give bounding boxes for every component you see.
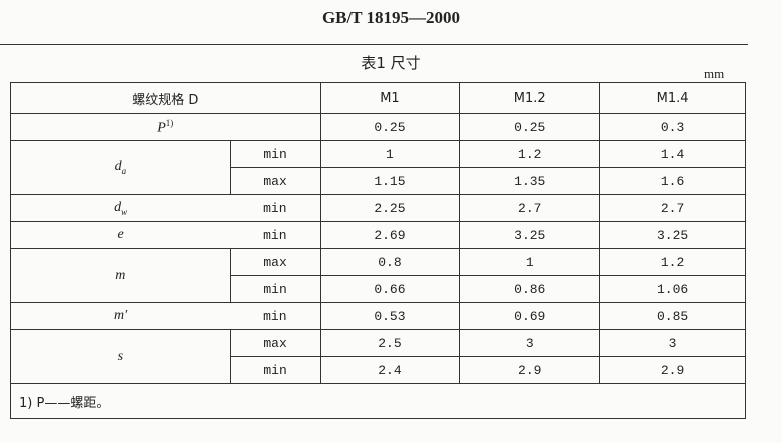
column-header: 螺纹规格 D	[10, 82, 321, 114]
symbol-superscript: 1)	[165, 117, 174, 128]
symbol: e	[117, 227, 124, 242]
value-cell: 3	[459, 329, 601, 357]
value-cell: 0.85	[599, 302, 746, 330]
header-title: GB/T 18195—2000	[321, 8, 461, 27]
data-row: m′ min 0.53 0.69 0.85	[10, 302, 746, 330]
symbol-cell: m	[10, 248, 231, 303]
column-header: M1	[319, 82, 461, 114]
footnote: 1) P——螺距。	[10, 383, 746, 419]
limit-cell: max	[229, 167, 321, 195]
limit-cell: max	[229, 329, 321, 357]
table-caption: 表1 尺寸	[361, 54, 421, 72]
limit-cell: min	[229, 140, 321, 168]
value-cell: 1.2	[459, 140, 601, 168]
symbol: d	[114, 199, 122, 215]
value-cell: 3.25	[599, 221, 746, 249]
value-cell: 2.25	[319, 194, 461, 222]
value-cell: 3.25	[459, 221, 601, 249]
value-cell: 1.06	[599, 275, 746, 303]
limit-cell: min	[230, 194, 321, 222]
symbol-cell: dw	[10, 194, 231, 222]
data-row: min 2.4 2.9 2.9	[11, 356, 746, 384]
value-cell: 2.69	[319, 221, 461, 249]
data-row: m max 0.8 1 1.2	[10, 248, 746, 303]
value-cell: 2.4	[319, 356, 461, 384]
limit-cell: max	[229, 248, 321, 276]
value-cell: 1.35	[459, 167, 601, 195]
data-row: s max 2.5 3 3	[10, 329, 746, 384]
footnote-row: 1) P——螺距。	[10, 383, 746, 419]
header-rule	[0, 44, 748, 45]
value-cell: 1.15	[319, 167, 461, 195]
symbol-cell: m′	[10, 302, 231, 330]
symbol: d	[114, 159, 122, 175]
value-cell: 2.9	[599, 356, 746, 384]
value-cell: 1.6	[599, 167, 746, 195]
header-row: 螺纹规格 D M1 M1.2 M1.4	[10, 82, 746, 114]
value-cell: 0.66	[319, 275, 461, 303]
data-row: max 1.15 1.35 1.6	[11, 167, 746, 195]
value-cell: 2.5	[319, 329, 461, 357]
data-row: da min 1 1.2 1.4	[10, 140, 746, 195]
value-cell: 2.7	[459, 194, 601, 222]
data-row: min 0.66 0.86 1.06	[11, 275, 746, 303]
data-row: e min 2.69 3.25 3.25	[10, 221, 746, 249]
column-header: M1.2	[459, 82, 601, 114]
value-cell: 0.3	[599, 113, 746, 141]
value-cell: 0.53	[319, 302, 461, 330]
data-row: dw min 2.25 2.7 2.7	[10, 194, 746, 222]
value-cell: 2.9	[459, 356, 601, 384]
value-cell: 2.7	[599, 194, 746, 222]
value-cell: 1.4	[599, 140, 746, 168]
limit-cell: min	[229, 275, 321, 303]
column-header: M1.4	[599, 82, 746, 114]
limit-cell: min	[229, 356, 321, 384]
value-cell: 0.25	[459, 113, 601, 141]
symbol: P	[157, 120, 166, 136]
symbol-subscript: a	[121, 165, 127, 176]
symbol-cell: e	[10, 221, 231, 249]
symbol: m	[115, 267, 126, 283]
symbol: m′	[113, 308, 128, 323]
value-cell: 0.69	[459, 302, 601, 330]
symbol-cell: da	[10, 140, 231, 195]
symbol-cell: s	[10, 329, 231, 384]
symbol-subscript: w	[121, 206, 128, 217]
value-cell: 0.25	[319, 113, 461, 141]
symbol-cell: P1)	[10, 113, 321, 141]
value-cell: 1.2	[599, 248, 746, 276]
limit-cell: min	[230, 221, 321, 249]
value-cell: 1	[459, 248, 601, 276]
value-cell: 0.86	[459, 275, 601, 303]
data-row: P1) 0.25 0.25 0.3	[10, 113, 746, 141]
table-unit: mm	[704, 66, 725, 81]
dimension-table: 螺纹规格 D M1 M1.2 M1.4 P1) 0.25 0.25 0.3 da min 1 1.2 1…	[10, 82, 746, 419]
limit-cell: min	[230, 302, 321, 330]
value-cell: 1	[319, 140, 461, 168]
value-cell: 3	[599, 329, 746, 357]
value-cell: 0.8	[319, 248, 461, 276]
symbol: s	[117, 348, 124, 364]
